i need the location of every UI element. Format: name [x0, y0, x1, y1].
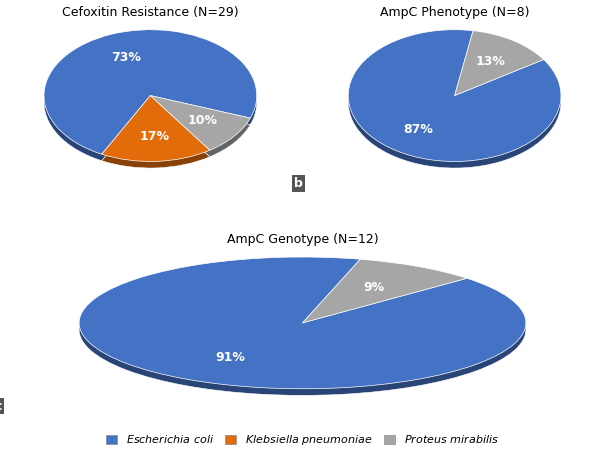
Wedge shape [348, 36, 561, 168]
Wedge shape [348, 30, 561, 161]
Wedge shape [102, 102, 210, 168]
Text: 10%: 10% [188, 114, 217, 127]
Text: 91%: 91% [216, 351, 246, 365]
Text: 87%: 87% [404, 123, 433, 136]
Text: 17%: 17% [139, 130, 169, 143]
Title: AmpC Genotype (N=12): AmpC Genotype (N=12) [227, 233, 378, 246]
Wedge shape [79, 264, 526, 395]
Title: Cefoxitin Resistance (N=29): Cefoxitin Resistance (N=29) [62, 6, 239, 19]
Wedge shape [151, 102, 250, 157]
Text: 13%: 13% [476, 55, 506, 68]
Wedge shape [44, 36, 257, 161]
Text: 9%: 9% [364, 281, 385, 294]
Legend: $\it{Escherichia\ coli}$, $\it{Klebsiella\ pneumoniae}$, $\it{Proteus\ mirabilis: $\it{Escherichia\ coli}$, $\it{Klebsiell… [102, 429, 503, 452]
Wedge shape [302, 259, 467, 323]
Wedge shape [79, 257, 526, 389]
Text: c: c [0, 400, 2, 413]
Wedge shape [454, 30, 544, 96]
Wedge shape [454, 37, 544, 102]
Wedge shape [44, 30, 257, 154]
Text: b: b [294, 177, 303, 190]
Text: 73%: 73% [111, 51, 141, 64]
Title: AmpC Phenotype (N=8): AmpC Phenotype (N=8) [380, 6, 529, 19]
Wedge shape [151, 96, 250, 150]
Wedge shape [102, 96, 210, 161]
Wedge shape [302, 266, 467, 329]
